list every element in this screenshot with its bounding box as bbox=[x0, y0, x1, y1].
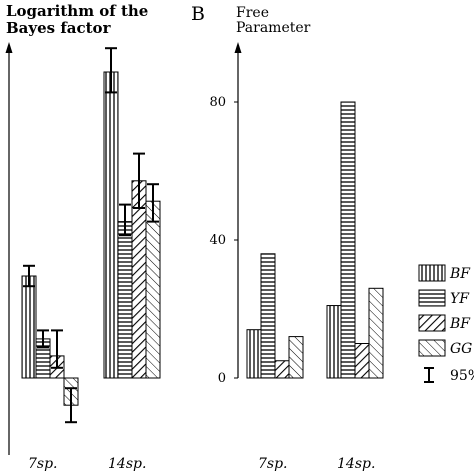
bar-b-0-1 bbox=[327, 306, 341, 378]
bar-b-3-1 bbox=[369, 288, 383, 378]
legend-label-0: BF bbox=[449, 266, 471, 282]
bar-b-2-0 bbox=[275, 361, 289, 378]
legend-swatch-1 bbox=[419, 290, 445, 306]
panel-b-bars bbox=[247, 102, 383, 378]
panel-a-axis bbox=[6, 42, 13, 455]
panel-b-xcat-1: 14sp. bbox=[337, 456, 375, 472]
tick-b-label-1: 40 bbox=[209, 233, 226, 248]
legend-swatch-0 bbox=[419, 265, 445, 281]
bar-b-1-1 bbox=[341, 102, 355, 378]
legend-label-3: GG bbox=[450, 341, 472, 357]
legend-label-1: YF bbox=[450, 291, 470, 307]
panel-b-ylabel-line2: Parameter bbox=[236, 20, 311, 36]
bar-a-0-0 bbox=[22, 276, 36, 378]
panel-a-ylabel-line1: Logarithm of the bbox=[6, 2, 148, 20]
panel-b-xcat-0: 7sp. bbox=[258, 456, 288, 472]
legend-swatch-3 bbox=[419, 340, 445, 356]
tick-b-label-2: 80 bbox=[209, 95, 226, 110]
bar-b-1-0 bbox=[261, 254, 275, 378]
panel-b-axis bbox=[235, 42, 242, 378]
panel-a-xcat-1: 14sp. bbox=[108, 456, 146, 472]
panel-b-letter: B bbox=[191, 3, 205, 25]
bar-a-3-1 bbox=[146, 201, 160, 378]
bar-a-2-1 bbox=[132, 181, 146, 378]
panel-b-y-arrow bbox=[235, 42, 242, 53]
panel-a-y-arrow bbox=[6, 42, 13, 53]
bar-b-0-0 bbox=[247, 330, 261, 378]
bar-b-2-1 bbox=[355, 344, 369, 379]
bar-a-1-1 bbox=[118, 222, 132, 378]
legend-label-2: BF bbox=[449, 316, 471, 332]
legend-errorbar-icon bbox=[424, 368, 434, 382]
panel-a-ylabel-line2: Bayes factor bbox=[6, 19, 112, 37]
panel-b-ylabel-line1: Free bbox=[236, 5, 269, 21]
panel-b-ticks: 0 40 80 bbox=[209, 95, 238, 386]
tick-b-label-0: 0 bbox=[218, 371, 226, 386]
legend: BF YF BF GG 95% bbox=[419, 265, 474, 384]
panel-a-xcat-0: 7sp. bbox=[28, 456, 58, 472]
bar-b-3-0 bbox=[289, 337, 303, 378]
legend-errorbar-label: 95% bbox=[450, 368, 474, 384]
panel-a-bars bbox=[22, 48, 160, 422]
bar-a-0-1 bbox=[104, 72, 118, 378]
legend-swatch-2 bbox=[419, 315, 445, 331]
